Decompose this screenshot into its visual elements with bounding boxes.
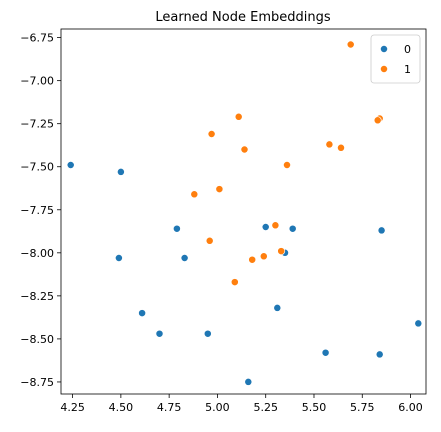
y-tick-label: −7.50: [20, 161, 54, 174]
y-tick-label: −8.75: [20, 376, 54, 389]
data-point-series-0: [116, 167, 125, 176]
data-point-series-0: [414, 319, 423, 328]
x-tick-label: 4.75: [157, 401, 182, 414]
data-point-series-0: [180, 254, 189, 262]
y-tick-label: −8.50: [20, 333, 54, 346]
data-point-series-0: [273, 303, 282, 312]
data-point-series-1: [205, 236, 214, 245]
chart-title: Learned Node Embeddings: [155, 10, 331, 25]
data-point-series-0: [261, 223, 270, 231]
data-point-series-1: [234, 112, 243, 121]
data-point-series-1: [277, 247, 286, 256]
x-tick-label: 5.00: [205, 401, 230, 414]
legend-marker-0: [380, 45, 388, 53]
legend-label-1: 1: [404, 63, 411, 76]
plot-frame: [60, 28, 427, 395]
legend: 01: [370, 34, 421, 84]
legend-label-0: 0: [404, 43, 411, 56]
data-point-series-0: [375, 350, 384, 359]
y-tick-label: −7.00: [20, 75, 54, 88]
data-point-series-0: [377, 226, 386, 235]
data-point-series-1: [337, 143, 345, 152]
y-tick-label: −6.75: [20, 32, 54, 45]
data-points: [66, 40, 423, 386]
data-point-series-1: [283, 161, 291, 169]
y-tick-label: −7.25: [20, 118, 54, 131]
data-point-series-0: [321, 348, 330, 357]
data-point-series-1: [346, 40, 355, 49]
y-axis-ticks: −6.75 −7.00 −7.25 −7.50 −7.75 −8.00 −8.25 −8.50…: [20, 32, 61, 389]
x-tick-label: 5.75: [350, 401, 375, 414]
legend-marker-1: [380, 65, 388, 73]
data-point-series-1: [215, 185, 224, 194]
y-tick-label: −7.75: [20, 204, 54, 217]
data-point-series-1: [240, 145, 249, 154]
y-tick-label: −8.25: [20, 290, 54, 303]
y-tick-label: −8.00: [20, 247, 54, 260]
data-point-series-0: [244, 377, 253, 386]
data-point-series-1: [325, 140, 334, 149]
data-point-series-0: [114, 254, 123, 262]
data-point-series-0: [138, 309, 147, 318]
data-point-series-1: [373, 116, 382, 125]
data-point-series-1: [207, 130, 216, 138]
x-axis-ticks: 4.25 4.50 4.75 5.00 5.25 5.50 5.75 6.00: [60, 394, 423, 414]
data-point-series-0: [288, 224, 297, 233]
data-point-series-0: [155, 329, 164, 338]
data-point-series-1: [271, 221, 280, 230]
data-point-series-1: [230, 278, 239, 287]
axes: [60, 28, 427, 395]
data-point-series-0: [66, 161, 75, 169]
x-tick-label: 5.50: [302, 401, 327, 414]
x-tick-label: 5.25: [253, 401, 278, 414]
x-tick-label: 4.25: [60, 401, 85, 414]
data-point-series-0: [203, 329, 212, 338]
data-point-series-0: [172, 224, 181, 233]
data-point-series-1: [248, 255, 257, 264]
x-tick-label: 6.00: [398, 401, 423, 414]
legend-box: [370, 34, 421, 84]
x-tick-label: 4.50: [109, 401, 134, 414]
data-point-series-1: [259, 252, 268, 261]
data-point-series-1: [190, 190, 199, 199]
